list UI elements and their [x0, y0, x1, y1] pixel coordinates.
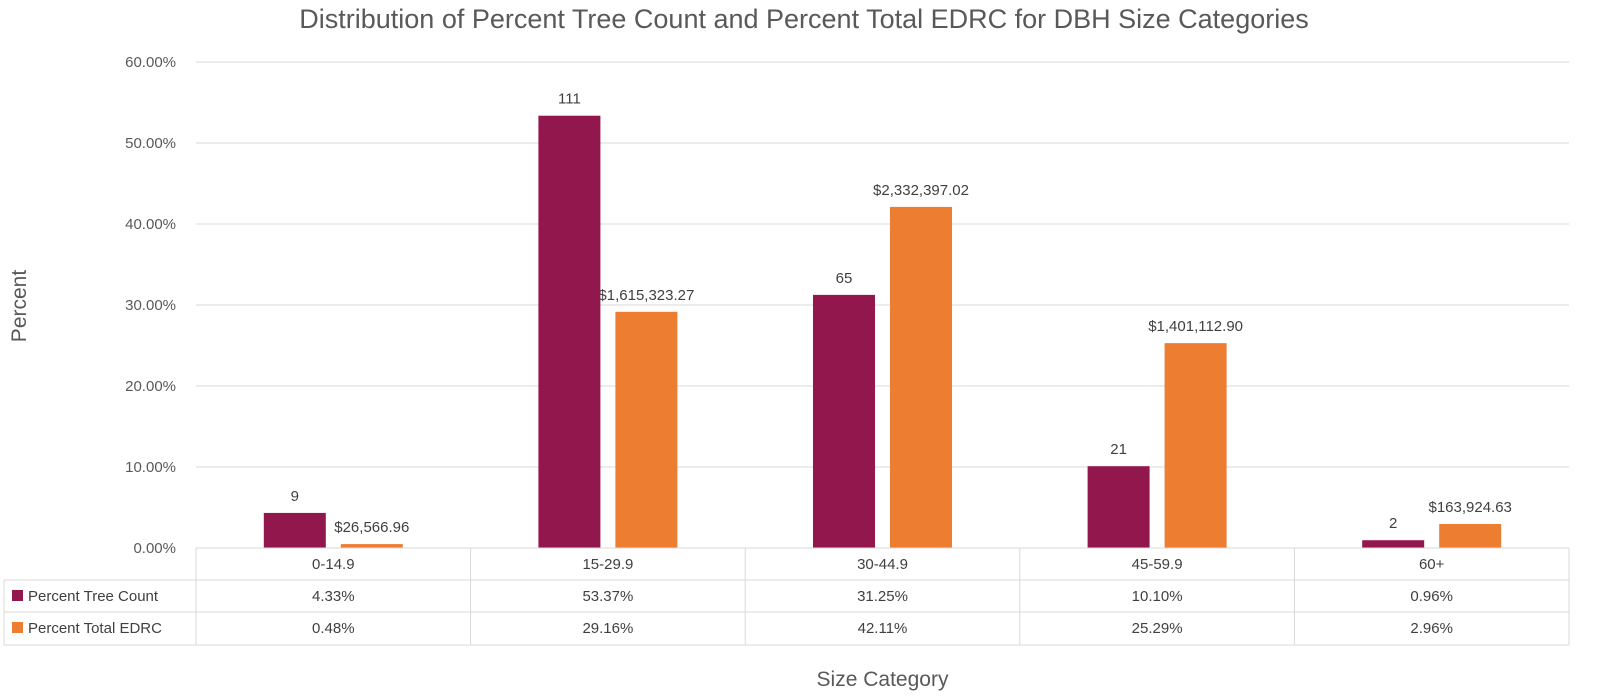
chart-title: Distribution of Percent Tree Count and P… — [299, 4, 1309, 34]
bar-total-edrc — [615, 311, 678, 548]
y-tick-label: 0.00% — [133, 540, 176, 557]
data-label: $26,566.96 — [334, 519, 409, 536]
y-tick-label: 10.00% — [125, 459, 176, 476]
data-label: 111 — [558, 91, 581, 108]
bar-tree-count — [263, 512, 326, 548]
y-tick-label: 50.00% — [125, 135, 176, 152]
data-label: 2 — [1389, 515, 1397, 532]
x-tick-label: 0-14.9 — [312, 556, 355, 573]
table-cell: 31.25% — [857, 588, 908, 605]
y-tick-label: 20.00% — [125, 378, 176, 395]
data-label: $163,924.63 — [1428, 499, 1511, 516]
bar-total-edrc — [340, 544, 403, 548]
bar-tree-count — [1087, 466, 1150, 548]
data-labels: 9 $26,566.96 111 $1,615,323.27 65 $2,332,397.… — [291, 91, 1512, 536]
gridlines — [196, 61, 1569, 468]
x-axis-title: Size Category — [816, 668, 949, 691]
x-tick-label: 45-59.9 — [1132, 556, 1183, 573]
x-tick-label: 60+ — [1419, 556, 1445, 573]
bar-tree-count — [1362, 540, 1425, 548]
data-label: 21 — [1110, 441, 1127, 458]
legend-label: Percent Total EDRC — [28, 620, 162, 637]
table-cell: 0.48% — [312, 620, 355, 637]
data-table: 0-14.9 15-29.9 30-44.9 45-59.9 60+ Percent Tr… — [3, 547, 1570, 646]
table-cell: 4.33% — [312, 588, 355, 605]
data-label: $1,401,112.90 — [1148, 318, 1243, 335]
legend-swatch — [12, 590, 23, 601]
x-tick-label: 30-44.9 — [857, 556, 908, 573]
bars — [263, 115, 1502, 548]
table-cell: 0.96% — [1410, 588, 1453, 605]
y-tick-label: 60.00% — [125, 54, 176, 71]
data-label: 9 — [291, 488, 299, 505]
y-axis-ticks: 0.00% 10.00% 20.00% 30.00% 40.00% 50.00% 60.00… — [125, 54, 176, 557]
legend-swatch — [12, 622, 23, 633]
bar-total-edrc — [1164, 343, 1227, 548]
bar-total-edrc — [890, 206, 952, 548]
data-label: 65 — [836, 270, 853, 287]
x-tick-label: 15-29.9 — [582, 556, 633, 573]
table-cell: 53.37% — [582, 588, 633, 605]
table-cell: 25.29% — [1132, 620, 1183, 637]
y-tick-label: 30.00% — [125, 297, 176, 314]
table-cell: 2.96% — [1410, 620, 1453, 637]
data-label: $1,615,323.27 — [598, 287, 694, 304]
bar-tree-count — [538, 115, 601, 548]
y-tick-label: 40.00% — [125, 216, 176, 233]
table-cell: 42.11% — [858, 620, 908, 637]
legend-label: Percent Tree Count — [28, 588, 159, 605]
table-cell: 29.16% — [582, 620, 633, 637]
table-cell: 10.10% — [1132, 588, 1183, 605]
bar-total-edrc — [1439, 524, 1502, 548]
data-label: $2,332,397.02 — [873, 182, 969, 199]
bar-tree-count — [813, 294, 875, 548]
